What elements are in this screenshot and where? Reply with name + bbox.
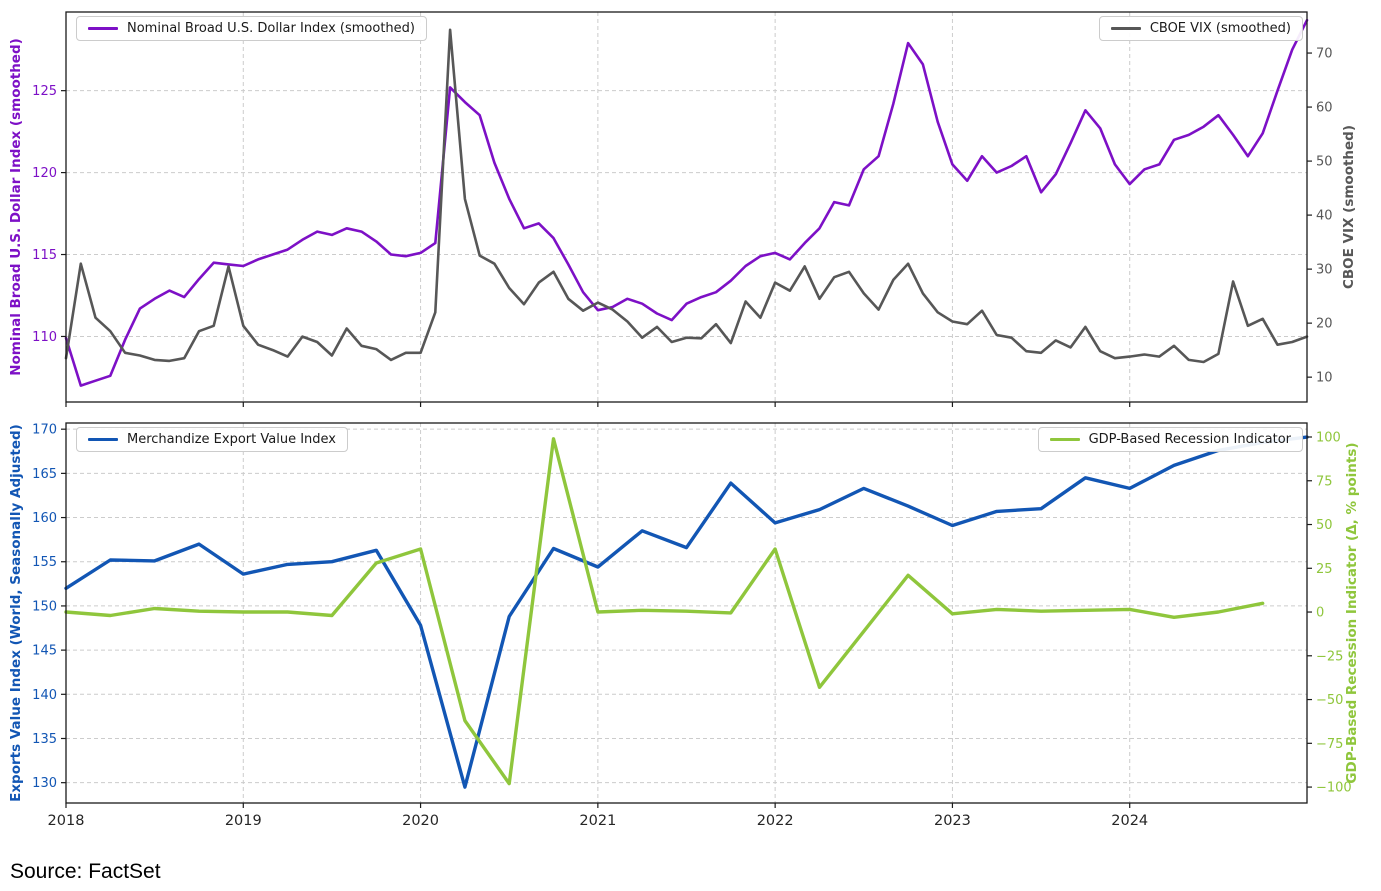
left-tick-label: 165 bbox=[32, 467, 57, 482]
x-tick-label: 2019 bbox=[225, 813, 262, 829]
source-note: Source: FactSet bbox=[10, 860, 161, 883]
top-right-axis-label: CBOE VIX (smoothed) bbox=[1341, 124, 1357, 290]
right-tick-label: 40 bbox=[1316, 209, 1333, 224]
right-tick-label: 100 bbox=[1316, 431, 1341, 446]
series-line bbox=[64, 28, 1309, 364]
series-line bbox=[64, 435, 1309, 789]
left-tick-label: 130 bbox=[32, 776, 57, 791]
series-line bbox=[64, 18, 1309, 387]
left-tick-label: 145 bbox=[32, 644, 57, 659]
bottom-right-axis-label: GDP-Based Recession Indicator (Δ, % poin… bbox=[1344, 442, 1360, 784]
legend-vix: CBOE VIX (smoothed) bbox=[1098, 16, 1303, 41]
top-left-axis-label: Nominal Broad U.S. Dollar Index (smoothe… bbox=[8, 38, 24, 376]
recession-line-swatch bbox=[1049, 437, 1080, 442]
right-tick-label: 50 bbox=[1316, 518, 1333, 533]
left-tick-label: 135 bbox=[32, 732, 57, 747]
legend-label: GDP-Based Recession Indicator bbox=[1088, 432, 1291, 447]
right-tick-label: 60 bbox=[1316, 101, 1333, 116]
left-tick-label: 120 bbox=[32, 166, 57, 181]
vix-line-swatch bbox=[1110, 26, 1141, 31]
x-tick-label: 2022 bbox=[757, 813, 794, 829]
right-tick-label: −75 bbox=[1316, 737, 1343, 752]
x-tick-label: 2020 bbox=[402, 813, 439, 829]
legend-exports: Merchandize Export Value Index bbox=[76, 427, 348, 452]
left-tick-label: 115 bbox=[32, 248, 57, 263]
right-tick-label: 25 bbox=[1316, 562, 1333, 577]
series-line bbox=[64, 437, 1265, 786]
bottom-left-axis-label: Exports Value Index (World, Seasonally A… bbox=[8, 424, 24, 802]
right-tick-label: 20 bbox=[1316, 317, 1333, 332]
left-tick-label: 125 bbox=[32, 84, 57, 99]
panel-border bbox=[65, 11, 1308, 403]
left-tick-label: 155 bbox=[32, 555, 57, 570]
left-tick-label: 170 bbox=[32, 423, 57, 438]
right-tick-label: −25 bbox=[1316, 649, 1343, 664]
right-tick-label: 50 bbox=[1316, 155, 1333, 170]
right-tick-label: 0 bbox=[1316, 606, 1324, 621]
x-tick-label: 2021 bbox=[579, 813, 616, 829]
legend-dollar-index: Nominal Broad U.S. Dollar Index (smoothe… bbox=[76, 16, 427, 41]
x-tick-label: 2024 bbox=[1111, 813, 1148, 829]
dollar-index-line-swatch bbox=[88, 26, 118, 31]
x-tick-label: 2023 bbox=[934, 813, 971, 829]
legend-label: CBOE VIX (smoothed) bbox=[1149, 21, 1291, 36]
right-tick-label: 30 bbox=[1316, 263, 1333, 278]
legend-recession: GDP-Based Recession Indicator bbox=[1037, 427, 1303, 452]
left-tick-label: 150 bbox=[32, 599, 57, 614]
x-tick-label: 2018 bbox=[48, 813, 85, 829]
panel-border bbox=[65, 422, 1308, 804]
left-tick-label: 140 bbox=[32, 688, 57, 703]
legend-label: Merchandize Export Value Index bbox=[127, 432, 336, 447]
right-tick-label: 70 bbox=[1316, 47, 1333, 62]
exports-line-swatch bbox=[88, 437, 118, 442]
left-tick-label: 160 bbox=[32, 511, 57, 526]
right-tick-label: −100 bbox=[1316, 781, 1352, 796]
left-tick-label: 110 bbox=[32, 330, 57, 345]
right-tick-label: 10 bbox=[1316, 371, 1333, 386]
right-tick-label: −50 bbox=[1316, 693, 1343, 708]
legend-label: Nominal Broad U.S. Dollar Index (smoothe… bbox=[127, 21, 415, 36]
right-tick-label: 75 bbox=[1316, 474, 1333, 489]
